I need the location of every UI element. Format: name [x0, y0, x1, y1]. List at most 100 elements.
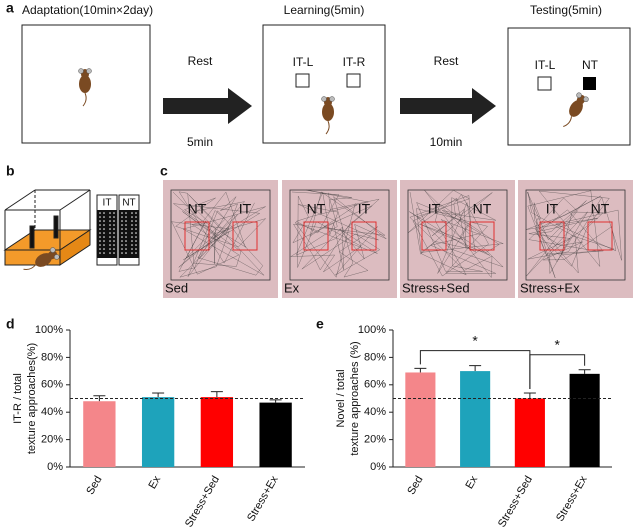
texture-dot [131, 248, 133, 250]
object-zone [421, 221, 447, 251]
condition-label: Stress+Ex [520, 280, 580, 295]
texture-dot [121, 224, 123, 226]
texture-label: IT [103, 198, 112, 209]
texture-dot [99, 228, 101, 230]
y-tick-label: 100% [358, 324, 386, 336]
texture-dot [109, 236, 111, 238]
bar [460, 371, 491, 467]
texture-dot [109, 240, 111, 242]
y-axis-label: texture approaches(%) [26, 343, 38, 454]
texture-dot [113, 216, 115, 218]
arrow-duration: 5min [187, 135, 213, 149]
arena [262, 24, 386, 144]
texture-dot [99, 252, 101, 254]
texture-dot [109, 220, 111, 222]
object-label: IT [428, 201, 441, 217]
texture-dot [103, 224, 105, 226]
texture-dot [135, 216, 137, 218]
arena-border [289, 189, 390, 281]
texture [119, 210, 139, 258]
mouse-ear [576, 92, 582, 98]
texture-dot [99, 232, 101, 234]
mouse-tail [82, 92, 87, 107]
texture-dot [109, 248, 111, 250]
texture-dot [131, 224, 133, 226]
texture-dot [135, 252, 137, 254]
texture-dot [131, 244, 133, 246]
texture-dot [113, 224, 115, 226]
mouse [321, 96, 335, 135]
texture-dot [135, 232, 137, 234]
texture-dot [103, 236, 105, 238]
texture-label: NT [122, 198, 135, 209]
texture-dot [103, 244, 105, 246]
mouse [78, 68, 92, 107]
stage-title: Adaptation(10min×2day) [22, 3, 153, 17]
y-axis-label: Novel / total [335, 369, 347, 427]
texture-dot [113, 240, 115, 242]
texture-dot [103, 232, 105, 234]
texture-dot [131, 252, 133, 254]
mouse [23, 247, 60, 270]
bar [259, 402, 292, 467]
y-tick-label: 80% [41, 351, 63, 363]
y-tick-label: 0% [370, 461, 386, 473]
object-label: IT [358, 201, 371, 217]
condition-label: Sed [165, 280, 188, 295]
y-tick-label: 80% [364, 351, 386, 363]
object-label: NT [473, 201, 492, 217]
texture-dot [121, 232, 123, 234]
texture-dot [121, 252, 123, 254]
texture-dot [135, 244, 137, 246]
arena-border [525, 189, 626, 281]
texture-dot [109, 232, 111, 234]
texture-dot [113, 244, 115, 246]
texture-dot [103, 212, 105, 214]
bar [141, 397, 175, 467]
object-zone [539, 221, 565, 251]
texture-dot [99, 212, 101, 214]
condition-label: Ex [284, 280, 300, 295]
texture-dot [113, 236, 115, 238]
texture-dot [113, 220, 115, 222]
arena-border [170, 189, 271, 281]
texture-dot [121, 212, 123, 214]
panel-label: e [316, 316, 324, 332]
bar [569, 373, 600, 467]
texture-dot [113, 228, 115, 230]
texture-dot [121, 220, 123, 222]
object-label: NT [307, 201, 326, 217]
bar [200, 397, 234, 467]
texture-dot [99, 236, 101, 238]
trajectory [525, 190, 622, 278]
texture-dot [125, 244, 127, 246]
object-label: IT-L [535, 58, 556, 72]
texture-dot [135, 240, 137, 242]
mouse-tail [563, 116, 572, 127]
arrow [163, 88, 252, 124]
mouse-ear [583, 96, 589, 102]
texture-dot [125, 220, 127, 222]
texture-dot [125, 224, 127, 226]
texture-dot [99, 224, 101, 226]
texture-dot [125, 240, 127, 242]
arrow-label: Rest [188, 54, 213, 68]
texture-dot [113, 212, 115, 214]
mouse-ear [329, 96, 335, 102]
texture-dot [121, 216, 123, 218]
texture-dot [103, 228, 105, 230]
texture-dot [113, 232, 115, 234]
mouse-ear [321, 96, 327, 102]
significance-label: * [472, 332, 478, 348]
texture-dot [131, 236, 133, 238]
texture-dot [121, 240, 123, 242]
arrow [400, 88, 496, 124]
arrow-duration: 10min [430, 135, 463, 149]
y-axis-label: IT-R / total [12, 373, 24, 424]
bar [514, 398, 545, 467]
object-zone [184, 221, 210, 251]
texture-dot [109, 212, 111, 214]
texture-dot [109, 224, 111, 226]
texture-dot [121, 236, 123, 238]
